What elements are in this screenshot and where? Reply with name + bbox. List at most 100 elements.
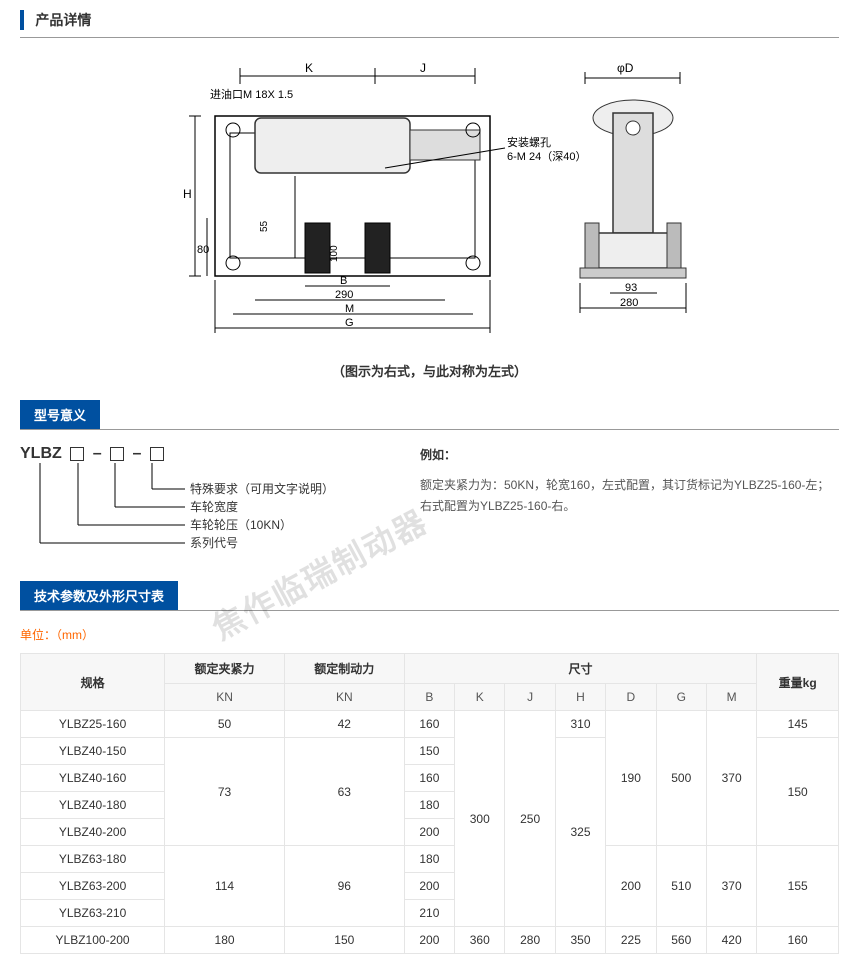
placeholder-box (150, 447, 164, 461)
section-tab-spec: 技术参数及外形尺寸表 (20, 581, 178, 610)
table-row: YLBZ25-1605042160300250310190500370145 (21, 711, 839, 738)
cell-H: 350 (555, 927, 605, 954)
th-H: H (555, 684, 605, 711)
svg-text:6-M 24（深40）: 6-M 24（深40） (507, 150, 586, 163)
cell-J: 280 (505, 927, 555, 954)
svg-text:280: 280 (620, 297, 638, 309)
table-row: YLBZ100-20018015020036028035022556042016… (21, 927, 839, 954)
model-meaning: YLBZ – – 特殊要求（可用文字说明） 车轮宽度 车轮轮压（10KN） 系列… (20, 445, 839, 561)
drawing-caption: （图示为右式，与此对称为左式） (20, 361, 839, 380)
table-row: YLBZ63-18011496180200510370155 (21, 846, 839, 873)
cell-clamp: 114 (165, 846, 285, 927)
cell-spec: YLBZ63-210 (21, 900, 165, 927)
cell-M: 420 (706, 927, 756, 954)
cell-B: 200 (404, 927, 454, 954)
placeholder-box (70, 447, 84, 461)
cell-clamp: 50 (165, 711, 285, 738)
cell-clamp: 180 (165, 927, 285, 954)
cell-B: 180 (404, 792, 454, 819)
cell-D: 200 (606, 846, 656, 927)
svg-text:93: 93 (625, 282, 637, 294)
cell-weight: 160 (757, 927, 839, 954)
cell-B: 160 (404, 711, 454, 738)
svg-text:B: B (340, 275, 347, 287)
th-D: D (606, 684, 656, 711)
svg-text:特殊要求（可用文字说明）: 特殊要求（可用文字说明） (190, 481, 334, 496)
th-M: M (706, 684, 756, 711)
spec-table: 规格 额定夹紧力 额定制动力 尺寸 重量kg KN KN B K J H D G… (20, 653, 839, 954)
cell-G: 510 (656, 846, 706, 927)
section-header-model: 型号意义 (20, 400, 839, 430)
cell-B: 150 (404, 738, 454, 765)
header-bar (20, 10, 24, 30)
table-head: 规格 额定夹紧力 额定制动力 尺寸 重量kg KN KN B K J H D G… (21, 654, 839, 711)
svg-text:100: 100 (329, 245, 340, 262)
placeholder-box (110, 447, 124, 461)
th-J: J (505, 684, 555, 711)
cell-H: 325 (555, 738, 605, 927)
cell-spec: YLBZ63-180 (21, 846, 165, 873)
units-label: 单位：（mm） (20, 626, 839, 643)
svg-text:φD: φD (617, 61, 634, 75)
cell-M: 370 (706, 711, 756, 846)
th-G: G (656, 684, 706, 711)
cell-brake: 63 (284, 738, 404, 846)
dash: – (133, 445, 142, 462)
cell-B: 160 (404, 765, 454, 792)
cell-clamp: 73 (165, 738, 285, 846)
svg-text:H: H (183, 187, 192, 201)
cell-G: 560 (656, 927, 706, 954)
svg-text:55: 55 (259, 220, 270, 232)
cell-weight: 150 (757, 738, 839, 846)
cell-spec: YLBZ100-200 (21, 927, 165, 954)
svg-text:G: G (345, 317, 354, 329)
example-label: 例如： (420, 445, 839, 467)
cell-brake: 150 (284, 927, 404, 954)
cell-B: 200 (404, 819, 454, 846)
model-bracket-svg: 特殊要求（可用文字说明） 车轮宽度 车轮轮压（10KN） 系列代号 (20, 463, 380, 558)
svg-text:J: J (420, 61, 426, 75)
cell-spec: YLBZ63-200 (21, 873, 165, 900)
section-tab-model: 型号意义 (20, 400, 100, 429)
cell-brake: 96 (284, 846, 404, 927)
drawing-svg: K J 进油口M 18X 1.5 H 80 (155, 58, 705, 348)
section-title: 产品详情 (35, 12, 91, 28)
svg-text:车轮宽度: 车轮宽度 (190, 499, 238, 514)
model-code-pattern: YLBZ – – (20, 445, 380, 463)
cell-spec: YLBZ40-200 (21, 819, 165, 846)
svg-text:M: M (345, 303, 354, 315)
section-header-spec: 技术参数及外形尺寸表 (20, 581, 839, 611)
svg-text:车轮轮压（10KN）: 车轮轮压（10KN） (190, 517, 292, 532)
th-K: K (455, 684, 505, 711)
th-size: 尺寸 (404, 654, 757, 684)
th-clamp: 额定夹紧力 (165, 654, 285, 684)
cell-M: 370 (706, 846, 756, 927)
th-spec: 规格 (21, 654, 165, 711)
svg-text:80: 80 (197, 244, 209, 256)
svg-text:进油口M 18X 1.5: 进油口M 18X 1.5 (210, 87, 293, 101)
svg-text:K: K (305, 61, 313, 75)
technical-drawing: K J 进油口M 18X 1.5 H 80 (20, 58, 839, 380)
th-weight: 重量kg (757, 654, 839, 711)
svg-text:290: 290 (335, 289, 353, 301)
cell-D: 190 (606, 711, 656, 846)
cell-D: 225 (606, 927, 656, 954)
cell-B: 180 (404, 846, 454, 873)
th-B: B (404, 684, 454, 711)
th-clamp-unit: KN (165, 684, 285, 711)
cell-B: 210 (404, 900, 454, 927)
cell-spec: YLBZ40-160 (21, 765, 165, 792)
svg-text:安装螺孔: 安装螺孔 (507, 135, 551, 149)
dash: – (93, 445, 102, 462)
cell-G: 500 (656, 711, 706, 846)
cell-K: 360 (455, 927, 505, 954)
cell-spec: YLBZ40-150 (21, 738, 165, 765)
cell-weight: 145 (757, 711, 839, 738)
th-brake-unit: KN (284, 684, 404, 711)
svg-text:系列代号: 系列代号 (190, 536, 238, 550)
table-body: YLBZ25-1605042160300250310190500370145YL… (21, 711, 839, 954)
section-header-detail: 产品详情 (20, 10, 839, 38)
cell-weight: 155 (757, 846, 839, 927)
model-prefix: YLBZ (20, 445, 62, 462)
cell-B: 200 (404, 873, 454, 900)
